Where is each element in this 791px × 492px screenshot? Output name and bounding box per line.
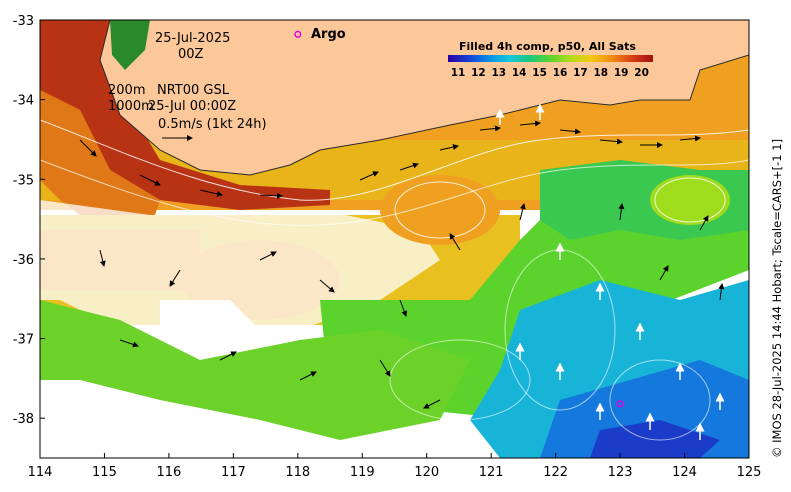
argo-markers: [294, 30, 624, 408]
x-tick-label: 125: [737, 465, 762, 480]
colorbar: Filled 4h comp, p50, All Sats 11 12 13 14 15…: [448, 40, 653, 79]
scale-label: 0.5m/s (1kt 24h): [158, 117, 267, 132]
y-axis-ticks: -33 -34 -35 -36 -37 -38: [13, 14, 45, 427]
plot-frame: [39, 19, 750, 459]
x-tick-label: 121: [479, 465, 504, 480]
colorbar-tick-label: 17: [573, 67, 588, 79]
x-tick-label: 119: [350, 465, 375, 480]
y-tick-label: -34: [13, 94, 34, 109]
x-tick-label: 117: [221, 465, 246, 480]
colorbar-gradient: [448, 55, 653, 62]
argo-float-marker: [616, 400, 624, 408]
time-label: 00Z: [178, 47, 204, 62]
depth-1000-label: 1000m: [108, 99, 154, 114]
y-tick-label: -33: [13, 14, 34, 29]
colorbar-tick-label: 19: [614, 67, 629, 79]
colorbar-tick-label: 14: [512, 67, 527, 79]
depth-200-label: 200m: [108, 83, 145, 98]
x-tick-label: 122: [543, 465, 568, 480]
credit-text: © IMOS 28-Jul-2025 14:44 Hobart; Tscale=…: [770, 139, 784, 458]
colorbar-tick-label: 13: [491, 67, 506, 79]
date-label: 25-Jul-2025: [155, 31, 230, 46]
x-tick-label: 116: [156, 465, 181, 480]
x-tick-label: 123: [608, 465, 633, 480]
product-time-label: 25-Jul 00:00Z: [148, 99, 236, 114]
sst-field: [40, 20, 749, 458]
y-tick-label: -38: [13, 412, 34, 427]
product-label: NRT00 GSL: [157, 83, 230, 98]
colorbar-title: Filled 4h comp, p50, All Sats: [459, 40, 636, 53]
argo-label: Argo: [311, 27, 346, 42]
x-tick-label: 115: [92, 465, 117, 480]
y-tick-label: -37: [13, 333, 34, 348]
x-axis-ticks: 114 115 116 117 118 119 120 121 122 123 124 125: [28, 453, 762, 480]
y-tick-label: -35: [13, 173, 34, 188]
colorbar-tick-label: 11: [451, 67, 466, 79]
colorbar-tick-label: 18: [593, 67, 608, 79]
colorbar-tick-label: 16: [553, 67, 568, 79]
colorbar-tick-label: 15: [532, 67, 547, 79]
argo-float-marker: [294, 30, 302, 38]
x-tick-label: 120: [414, 465, 439, 480]
x-tick-label: 124: [672, 465, 697, 480]
x-tick-label: 114: [28, 465, 53, 480]
x-tick-label: 118: [285, 465, 310, 480]
y-tick-label: -36: [13, 253, 34, 268]
colorbar-ticks: 11 12 13 14 15 16 17 18 19 20: [451, 67, 649, 79]
colorbar-tick-label: 20: [634, 67, 649, 79]
colorbar-tick-label: 12: [471, 67, 486, 79]
